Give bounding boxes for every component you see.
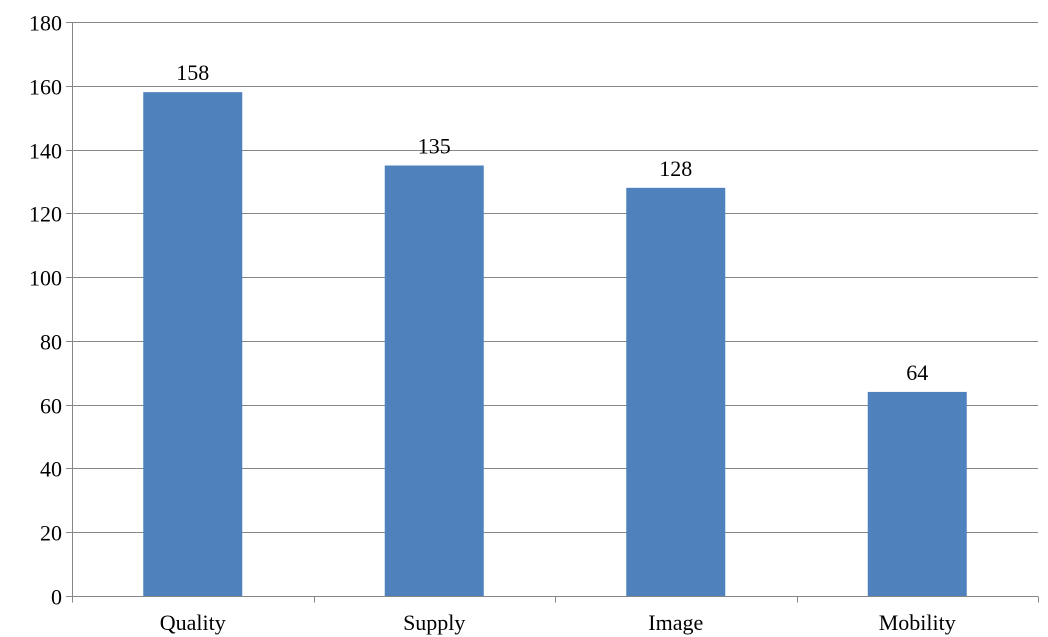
y-tick-label: 20 — [40, 521, 62, 546]
y-tick-label: 80 — [40, 330, 62, 355]
y-tick-labels: 0 20 40 60 80 100 120 140 160 180 — [29, 11, 62, 610]
x-category-label: Supply — [403, 610, 465, 635]
y-tick-label: 120 — [29, 202, 62, 227]
y-tick-label: 140 — [29, 139, 62, 164]
y-tick-label: 40 — [40, 457, 62, 482]
y-tick-label: 60 — [40, 394, 62, 419]
y-tick-label: 180 — [29, 11, 62, 36]
bar-image — [626, 187, 726, 597]
data-label: 135 — [418, 134, 451, 159]
x-category-labels: Quality Supply Image Mobility — [160, 610, 956, 635]
data-label: 128 — [659, 156, 692, 181]
bar-supply — [384, 165, 484, 596]
x-category-label: Quality — [160, 610, 226, 635]
x-category-label: Image — [648, 610, 703, 635]
y-tick-label: 160 — [29, 75, 62, 100]
bar-quality — [143, 92, 243, 597]
bar-mobility — [867, 391, 967, 596]
y-tick-label: 0 — [51, 585, 62, 610]
y-tick-label: 100 — [29, 266, 62, 291]
data-label: 158 — [176, 60, 209, 85]
x-category-label: Mobility — [879, 610, 956, 635]
axes — [66, 22, 1039, 603]
bars — [143, 92, 967, 597]
data-label: 64 — [906, 360, 928, 385]
data-labels: 158 135 128 64 — [176, 60, 928, 385]
